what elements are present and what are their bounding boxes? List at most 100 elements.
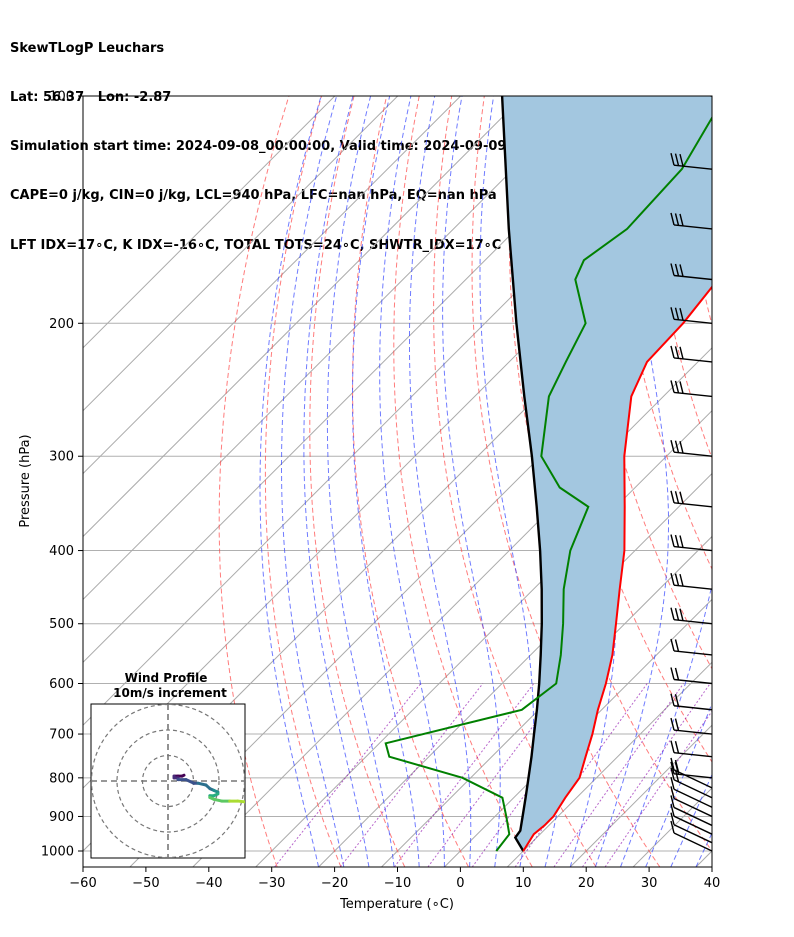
wind-barb <box>670 804 712 835</box>
temperature-line <box>522 285 712 852</box>
barb-staff <box>673 164 712 170</box>
y-tick-label: 100 <box>49 90 74 105</box>
mixing-ratio-line <box>581 683 711 867</box>
isotherm-line <box>506 661 712 867</box>
mixing-ratio-line <box>393 683 535 867</box>
dry-adiabat <box>393 96 533 867</box>
isotherm-line <box>83 96 399 412</box>
barb-flag <box>679 441 684 454</box>
barb-staff <box>673 451 712 457</box>
barb-flag <box>674 491 680 504</box>
barb-staff <box>673 788 712 808</box>
hodograph-title: Wind Profile <box>125 671 208 685</box>
wind-barb <box>670 757 712 789</box>
barb-staff <box>673 357 712 363</box>
barb-staff <box>673 274 712 281</box>
wind-barb <box>670 795 712 827</box>
barb-staff <box>673 729 712 735</box>
barb-flag <box>674 718 680 731</box>
barb-staff <box>673 318 712 324</box>
barb-flag <box>670 607 675 620</box>
barb-staff <box>673 797 712 818</box>
y-axis-ticks: 1000 900 800 700 600 500 400 300 200 100 <box>41 90 83 860</box>
wind-barbs <box>670 96 712 852</box>
barb-staff <box>673 751 712 758</box>
barb-staff <box>673 650 712 656</box>
moist-adiabat <box>479 96 535 867</box>
barb-flag <box>674 639 680 652</box>
dry-adiabat <box>309 96 406 867</box>
barb-flag <box>679 381 684 394</box>
dry-adiabat <box>433 96 597 867</box>
dry-adiabat <box>777 96 794 867</box>
mixing-ratio-line <box>604 710 712 867</box>
y-tick-label: 500 <box>49 617 74 632</box>
x-tick-label: −10 <box>384 876 411 891</box>
x-tick-label: −50 <box>132 876 159 891</box>
barb-flag <box>670 777 675 790</box>
barb-staff <box>673 224 712 230</box>
y-tick-label: 900 <box>49 810 74 825</box>
barb-flag <box>679 573 684 587</box>
isotherm-line <box>83 96 461 475</box>
wind-barb <box>670 212 712 230</box>
wind-barb <box>670 490 712 508</box>
wind-barb <box>670 534 712 552</box>
hodograph-trace <box>244 800 245 804</box>
barb-staff <box>673 806 712 827</box>
barb-flag <box>674 213 680 226</box>
barb-staff <box>673 502 712 508</box>
isotherm-line <box>83 96 524 538</box>
barb-staff <box>673 832 712 852</box>
x-tick-label: −30 <box>258 876 285 891</box>
wind-barb <box>670 345 712 363</box>
wind-barb <box>670 812 712 844</box>
dry-adiabat <box>745 96 794 867</box>
x-tick-label: −40 <box>195 876 222 891</box>
dewpoint-line <box>384 115 712 852</box>
x-tick-label: −60 <box>69 876 96 891</box>
barb-flag <box>670 667 675 680</box>
index-line: LFT IDX=17∘C, K IDX=-16∘C, TOTAL TOTS=24… <box>10 237 502 253</box>
x-tick-label: 10 <box>515 876 532 891</box>
cape-fill-region <box>502 96 712 851</box>
wind-barb <box>670 263 712 281</box>
dry-adiabat <box>711 96 712 101</box>
barb-flag <box>674 346 680 359</box>
cape-line: CAPE=0 j/kg, CIN=0 j/kg, LCL=940 hPa, LF… <box>10 188 497 204</box>
moist-adiabat <box>379 96 445 867</box>
isotherm-line <box>255 409 712 867</box>
barb-flag <box>679 608 684 621</box>
barb-staff <box>673 545 712 552</box>
barb-flag <box>674 608 680 621</box>
barb-flag <box>670 786 675 799</box>
barb-flag <box>674 667 680 681</box>
profile-lines <box>384 96 712 852</box>
barb-staff <box>673 391 712 398</box>
wind-barb <box>670 767 712 799</box>
barb-staff <box>673 678 712 685</box>
wind-barb <box>670 761 712 779</box>
dry-adiabat <box>264 96 342 867</box>
barb-flag <box>670 638 675 652</box>
moist-adiabat <box>620 96 712 867</box>
isotherm-line <box>381 535 712 867</box>
barb-staff <box>673 779 712 799</box>
barb-flag <box>670 740 675 753</box>
wind-barb <box>670 693 712 711</box>
barb-flag <box>674 534 680 548</box>
isotherm-line <box>129 284 712 867</box>
barb-flag <box>674 740 680 754</box>
dry-adiabat <box>218 96 290 867</box>
y-tick-label: 800 <box>49 771 74 786</box>
barb-flag <box>674 307 680 320</box>
moist-adiabat <box>281 96 345 867</box>
barb-flag <box>679 308 684 321</box>
hodograph-trace <box>262 804 270 805</box>
x-axis-label: Temperature (∘C) <box>339 897 454 912</box>
barb-flag <box>670 534 675 547</box>
barb-flag <box>670 345 675 359</box>
barb-staff <box>673 584 712 590</box>
barb-flag <box>674 153 680 166</box>
chart-header: SkewTLogP Leuchars Lat: 56.37 Lon: -2.87… <box>10 8 603 270</box>
